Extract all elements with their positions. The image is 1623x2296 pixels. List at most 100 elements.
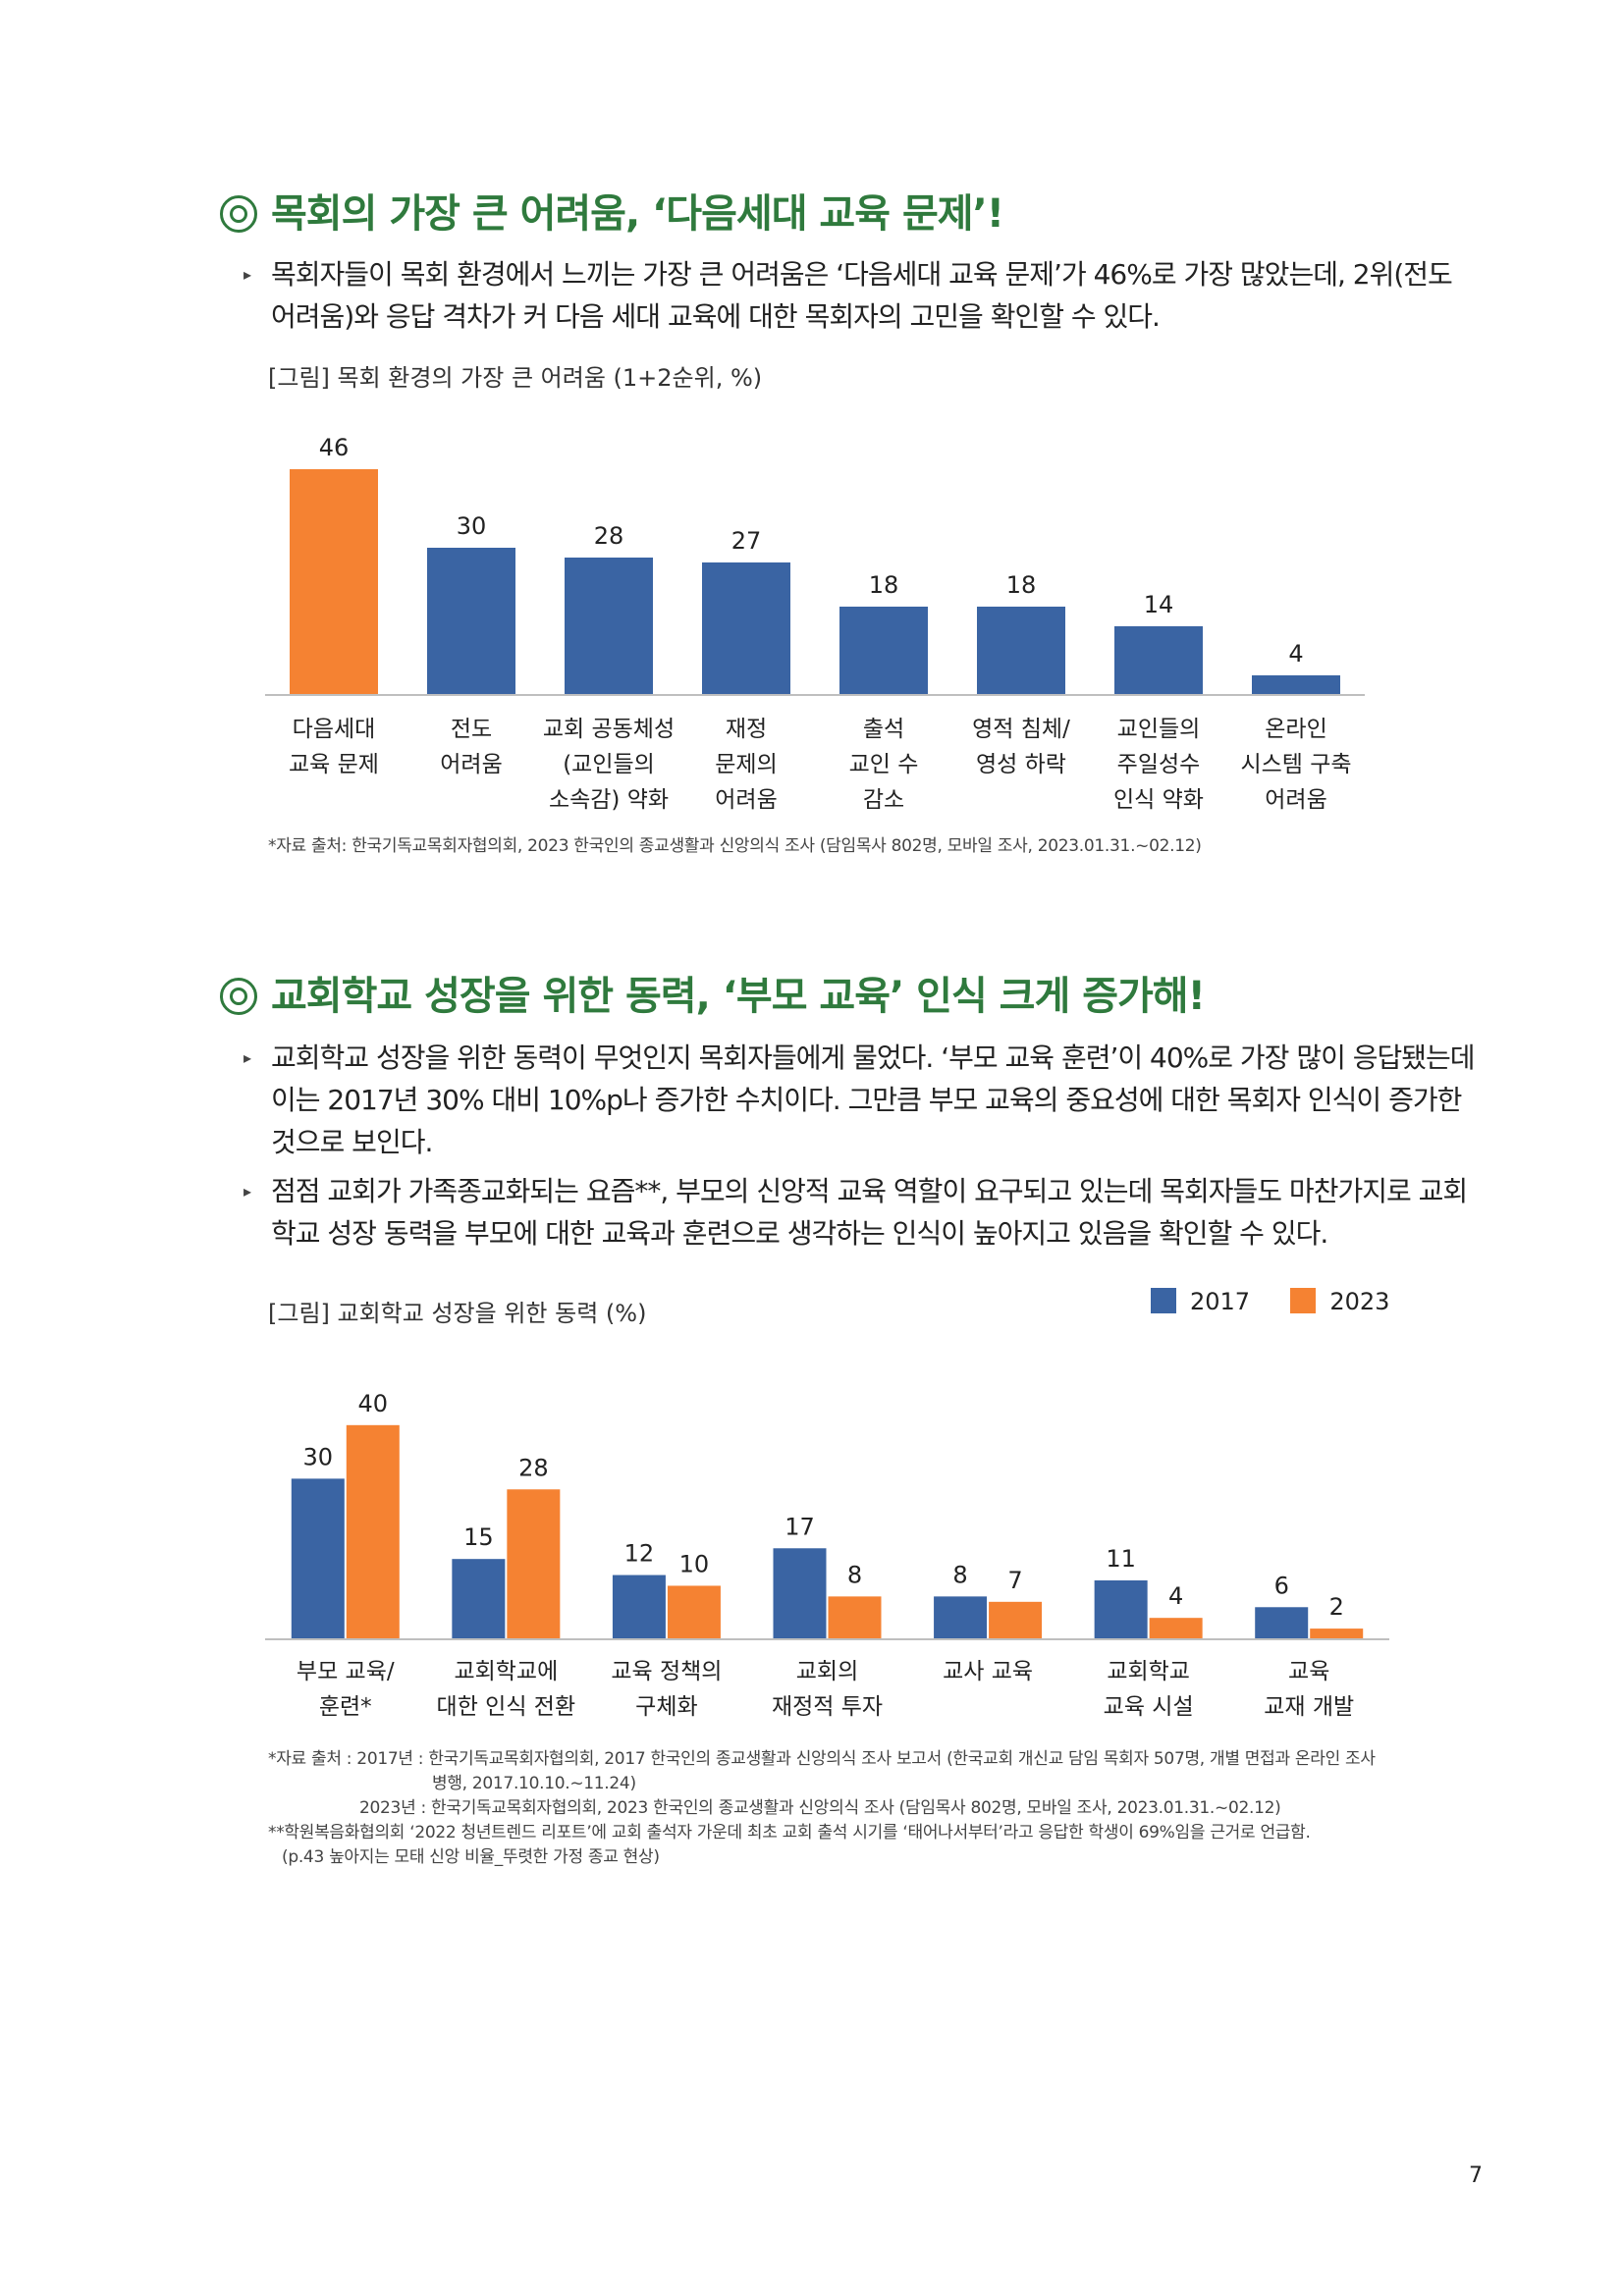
bar-2023 bbox=[989, 1601, 1043, 1639]
category-label: 교육 시설 bbox=[1104, 1694, 1194, 1720]
category-label: 온라인 bbox=[1265, 717, 1326, 742]
bar bbox=[427, 548, 515, 695]
category-label: 교회의 bbox=[796, 1659, 858, 1684]
data-label: 11 bbox=[1106, 1545, 1136, 1573]
legend-swatch-2017 bbox=[1151, 1288, 1176, 1313]
category-label: 문제의 bbox=[715, 752, 777, 777]
legend-label-2023: 2023 bbox=[1329, 1288, 1390, 1315]
bar-2017 bbox=[773, 1548, 827, 1639]
bar-2023 bbox=[346, 1424, 400, 1639]
data-label: 28 bbox=[518, 1454, 549, 1481]
section2-paragraph-2: 점점 교회가 가족종교화되는 요즘**, 부모의 신앙적 교육 역할이 요구되고… bbox=[271, 1175, 1468, 1250]
data-label: 40 bbox=[358, 1390, 389, 1417]
bar-2017 bbox=[452, 1559, 506, 1639]
chart1-source-note: *자료 출처: 한국기독교목회자협의회, 2023 한국인의 종교생활과 신앙의… bbox=[268, 836, 1202, 856]
source-line: 병행, 2017.10.10.~11.24) bbox=[432, 1774, 636, 1793]
section1-paragraph: 목회자들이 목회 환경에서 느끼는 가장 큰 어려움은 ‘다음세대 교육 문제’… bbox=[271, 258, 1453, 333]
category-label: 감소 bbox=[863, 787, 904, 813]
bar-2017 bbox=[291, 1478, 345, 1639]
section2-paragraph-1: 교회학교 성장을 위한 동력이 무엇인지 목회자들에게 물었다. ‘부모 교육 … bbox=[271, 1041, 1476, 1158]
bar-2017 bbox=[612, 1575, 666, 1639]
chart2-legend: 2017 2023 bbox=[1151, 1288, 1389, 1315]
data-label: 2 bbox=[1329, 1593, 1344, 1621]
bullet-icon: ▸ bbox=[243, 265, 252, 284]
category-label: 교육 정책의 bbox=[611, 1659, 722, 1684]
bar-2017 bbox=[1094, 1580, 1148, 1639]
category-label: (교인들의 bbox=[563, 752, 655, 777]
data-label: 30 bbox=[303, 1443, 334, 1470]
data-label: 14 bbox=[1144, 591, 1174, 618]
data-label: 27 bbox=[731, 527, 762, 555]
chart2-caption: [그림] 교회학교 성장을 위한 동력 (%) bbox=[268, 1300, 647, 1327]
data-label: 7 bbox=[1007, 1567, 1022, 1594]
category-label: 교회학교에 bbox=[454, 1659, 558, 1684]
category-label: 교회학교 bbox=[1107, 1659, 1190, 1684]
category-label: 대한 인식 전환 bbox=[437, 1694, 576, 1720]
legend-swatch-2023 bbox=[1290, 1288, 1317, 1313]
category-label: 어려움 bbox=[715, 787, 777, 813]
data-label: 15 bbox=[463, 1523, 494, 1551]
data-label: 10 bbox=[679, 1550, 710, 1577]
source-line: 2023년 : 한국기독교목회자협의회, 2023 한국인의 종교생활과 신앙의… bbox=[359, 1798, 1281, 1818]
category-label: 소속감) 약화 bbox=[549, 787, 669, 813]
bar bbox=[702, 562, 790, 695]
bar-2017 bbox=[934, 1596, 988, 1639]
bullet-icon: ▸ bbox=[243, 1048, 252, 1067]
category-label: 교사 교육 bbox=[943, 1659, 1033, 1684]
category-label: 인식 약화 bbox=[1113, 787, 1204, 813]
category-label: 전도 bbox=[451, 717, 492, 742]
data-label: 28 bbox=[594, 522, 624, 550]
category-label: 부모 교육/ bbox=[297, 1659, 395, 1684]
data-label: 8 bbox=[952, 1561, 967, 1588]
bar bbox=[839, 607, 928, 695]
bar-2023 bbox=[507, 1489, 561, 1639]
category-label: 주일성수 bbox=[1117, 752, 1201, 777]
double-circle-icon bbox=[220, 195, 257, 233]
data-label: 8 bbox=[847, 1561, 862, 1588]
page-number: 7 bbox=[1469, 2163, 1483, 2188]
data-label: 17 bbox=[784, 1513, 815, 1540]
category-label: 어려움 bbox=[440, 752, 502, 777]
bar bbox=[290, 469, 378, 695]
data-label: 46 bbox=[319, 434, 350, 461]
data-label: 18 bbox=[1006, 571, 1037, 599]
category-label: 출석 bbox=[863, 717, 904, 742]
category-label: 재정적 투자 bbox=[772, 1694, 883, 1720]
category-label: 교재 개발 bbox=[1264, 1694, 1354, 1720]
section2-heading: 교회학교 성장을 위한 동력, ‘부모 교육’ 인식 크게 증가해! bbox=[220, 964, 1206, 1021]
chart2-source-notes: *자료 출처 : 2017년 : 한국기독교목회자협의회, 2017 한국인의 … bbox=[268, 1747, 1376, 1870]
data-label: 4 bbox=[1168, 1582, 1183, 1610]
data-label: 12 bbox=[624, 1540, 655, 1568]
bar bbox=[977, 607, 1065, 695]
data-label: 6 bbox=[1274, 1572, 1289, 1599]
category-label: 재정 bbox=[726, 717, 767, 742]
bar-2023 bbox=[828, 1596, 882, 1639]
category-label: 교회 공동체성 bbox=[543, 717, 675, 742]
bar bbox=[1252, 675, 1340, 695]
category-label: 영성 하락 bbox=[976, 752, 1066, 777]
bar bbox=[565, 558, 653, 695]
source-line: **학원복음화협의회 ‘2022 청년트렌드 리포트’에 교회 출석자 가운데 … bbox=[268, 1823, 1311, 1842]
category-label: 시스템 구축 bbox=[1240, 752, 1351, 777]
bar-2023 bbox=[1149, 1618, 1203, 1639]
category-label: 교육 bbox=[1288, 1659, 1329, 1684]
bar-2017 bbox=[1255, 1607, 1309, 1639]
source-line: *자료 출처 : 2017년 : 한국기독교목회자협의회, 2017 한국인의 … bbox=[268, 1749, 1376, 1769]
bar-2023 bbox=[1310, 1629, 1364, 1639]
data-label: 4 bbox=[1288, 640, 1303, 667]
section1-heading: 목회의 가장 큰 어려움, ‘다음세대 교육 문제’! bbox=[220, 182, 1004, 239]
data-label: 30 bbox=[457, 512, 487, 540]
legend-label-2017: 2017 bbox=[1190, 1288, 1251, 1315]
bullet-icon: ▸ bbox=[243, 1182, 252, 1201]
chart1-caption: [그림] 목회 환경의 가장 큰 어려움 (1+2순위, %) bbox=[268, 364, 763, 392]
category-label: 교인 수 bbox=[849, 752, 919, 777]
category-label: 훈련* bbox=[319, 1694, 372, 1720]
category-label: 교육 문제 bbox=[289, 752, 379, 777]
category-label: 구체화 bbox=[635, 1694, 697, 1720]
category-label: 교인들의 bbox=[1117, 717, 1201, 742]
category-label: 어려움 bbox=[1265, 787, 1326, 813]
category-label: 영적 침체/ bbox=[972, 717, 1070, 742]
source-line: (p.43 높아지는 모태 신앙 비율_뚜렷한 가정 종교 현상) bbox=[282, 1847, 660, 1867]
